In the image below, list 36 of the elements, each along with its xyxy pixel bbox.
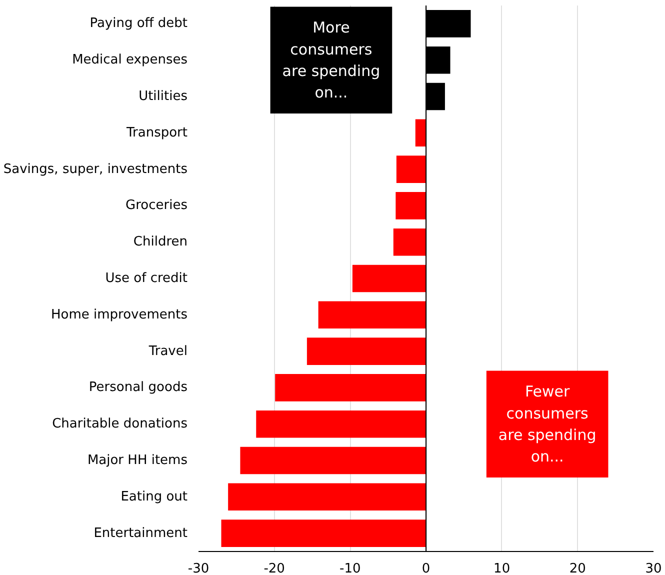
- annotation: Fewer consumers are spending on...: [498, 382, 596, 466]
- bar: [415, 119, 426, 147]
- bar: [396, 156, 426, 183]
- bar: [240, 446, 426, 474]
- annotation: More consumers are spending on...: [282, 18, 380, 102]
- bar: [221, 520, 426, 547]
- bar: [306, 338, 426, 365]
- x-tick-label: -10: [340, 562, 361, 575]
- y-tick-label: Major HH items: [87, 453, 188, 468]
- y-tick-label: Transport: [126, 125, 188, 140]
- y-tick-label: Charitable donations: [52, 416, 188, 432]
- x-tick-label: -30: [188, 562, 210, 575]
- y-tick-label: Medical expenses: [72, 52, 188, 68]
- bar: [275, 374, 426, 402]
- bar: [396, 192, 426, 220]
- y-tick-label: Eating out: [120, 489, 188, 504]
- x-tick-label: 0: [422, 562, 430, 575]
- x-tick-label: 10: [494, 562, 510, 575]
- x-tick-label: -20: [264, 562, 285, 575]
- x-tick-label: 20: [569, 562, 586, 575]
- bar: [393, 228, 426, 256]
- y-tick-label: Paying off debt: [90, 16, 188, 32]
- x-tick-label: 30: [645, 562, 662, 575]
- bar: [228, 483, 426, 511]
- y-tick-label: Savings, super, investments: [3, 162, 188, 177]
- bar: [256, 410, 426, 438]
- y-tick-label: Children: [133, 234, 188, 250]
- bar: [318, 301, 426, 329]
- y-tick-label: Utilities: [138, 89, 188, 104]
- y-tick-label: Travel: [148, 344, 188, 359]
- y-tick-label: Home improvements: [50, 307, 188, 322]
- y-tick-label: Entertainment: [94, 526, 188, 541]
- bar: [352, 264, 426, 292]
- y-tick-label: Personal goods: [88, 380, 188, 396]
- y-tick-label: Groceries: [126, 198, 188, 214]
- y-tick-label: Use of credit: [105, 271, 188, 286]
